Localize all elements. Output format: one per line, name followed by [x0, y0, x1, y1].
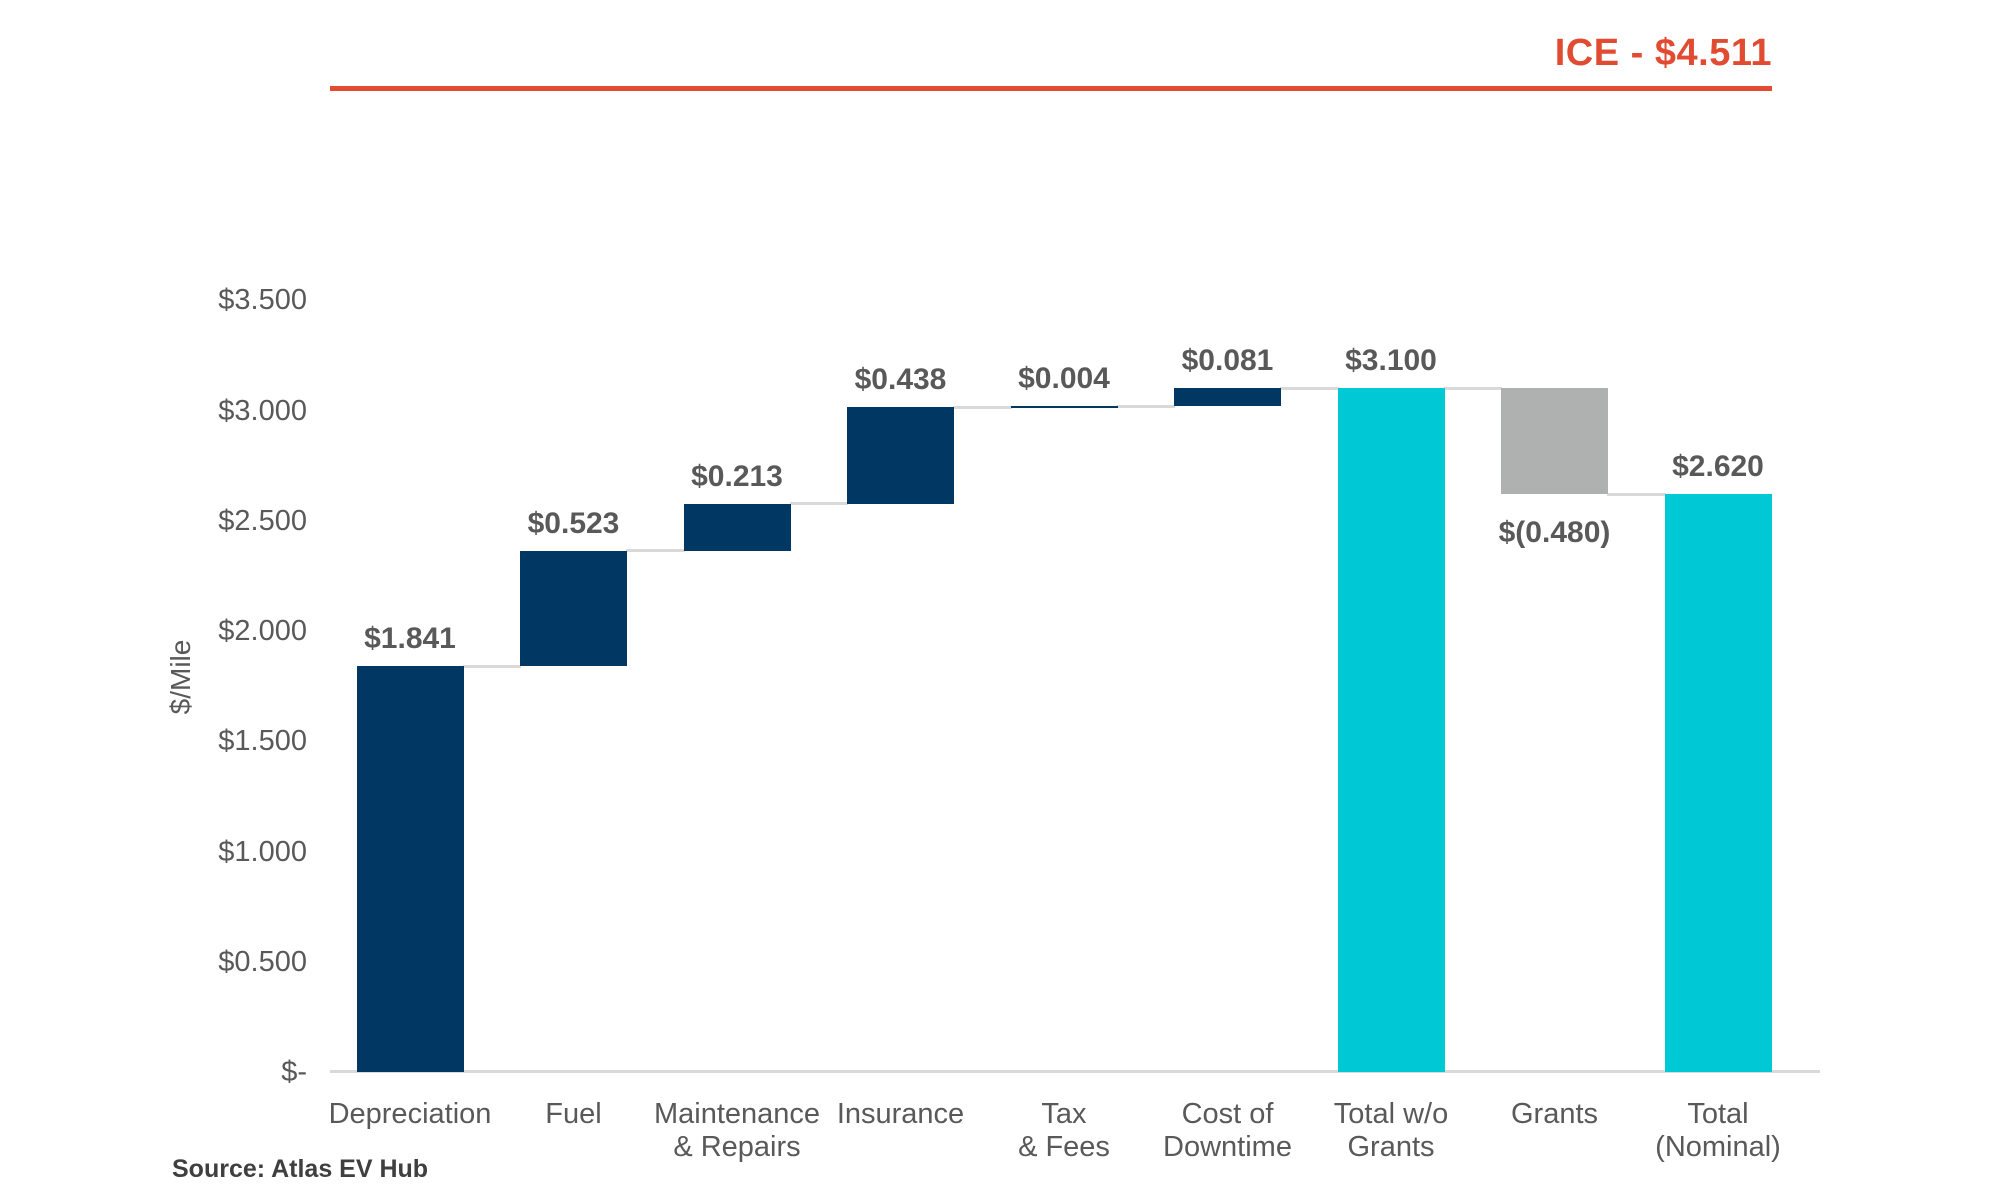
connector-5	[1280, 386, 1339, 390]
category-label-line: Maintenance	[653, 1098, 821, 1130]
bar-cost-of-downtime	[1174, 388, 1281, 407]
bar-tax-fees	[1010, 406, 1118, 409]
value-label-total-nominal: $2.620	[1672, 450, 1764, 484]
category-label-line: Downtime	[1163, 1131, 1292, 1163]
bar-total-nominal	[1664, 494, 1772, 1072]
category-label-tax-fees: Tax & Fees	[949, 1098, 1179, 1164]
x-axis-line	[330, 1070, 1820, 1073]
y-tick-0: $3.500	[218, 284, 307, 317]
category-label-line: Cost of	[1181, 1098, 1274, 1130]
bar-maintenance-repairs	[683, 503, 791, 551]
value-label-grants: $(0.480)	[1498, 516, 1611, 550]
connector-6	[1443, 386, 1502, 390]
category-label-line: Grants	[1510, 1098, 1599, 1130]
category-label-line: Depreciation	[328, 1098, 492, 1130]
annotation-underline	[330, 86, 1772, 91]
category-label-line: (Nominal)	[1655, 1131, 1781, 1163]
connector-2	[789, 502, 848, 506]
y-tick-3: $2.000	[218, 615, 307, 647]
category-label-maintenance-repairs: Maintenance & Repairs	[622, 1098, 852, 1164]
y-tick-1: $3.000	[218, 394, 307, 427]
bar-insurance	[847, 407, 954, 504]
comparison-annotation: ICE - $4.511	[1554, 32, 1772, 74]
y-tick-2: $2.500	[218, 504, 307, 537]
category-label-line: & Repairs	[673, 1131, 801, 1163]
y-tick-5: $1.000	[218, 835, 307, 868]
value-label-tax-fees: $0.004	[1018, 362, 1110, 396]
category-label-insurance: Insurance	[786, 1098, 1016, 1131]
connector-4	[1116, 404, 1175, 408]
value-label-cost-of-downtime: $0.081	[1181, 344, 1274, 378]
value-label-insurance: $0.438	[854, 363, 947, 397]
source-note: Source: Atlas EV Hub	[172, 1155, 429, 1183]
category-label-fuel: Fuel	[459, 1098, 689, 1131]
bar-fuel	[520, 550, 627, 667]
category-label-total-nominal: Total (Nominal)	[1603, 1098, 1833, 1164]
category-label-line: Grants	[1347, 1131, 1435, 1163]
category-label-depreciation: Depreciation	[295, 1098, 525, 1131]
bar-grants	[1501, 388, 1608, 495]
category-label-line: Total	[1687, 1098, 1749, 1130]
category-label-cost-of-downtime: Cost of Downtime	[1113, 1098, 1343, 1164]
bar-depreciation	[356, 666, 464, 1072]
connector-0	[462, 664, 521, 668]
connector-1	[626, 549, 685, 553]
y-axis-title: $/Mile	[165, 639, 196, 715]
value-label-fuel: $0.523	[527, 506, 620, 540]
value-label-total-wo-grants: $3.100	[1345, 344, 1437, 378]
y-tick-6: $0.500	[218, 945, 307, 978]
category-label-total-wo-grants: Total w/o Grants	[1276, 1098, 1506, 1164]
connector-3	[953, 405, 1012, 409]
category-label-line: & Fees	[1018, 1131, 1110, 1163]
y-tick-7: $-	[281, 1056, 307, 1088]
connector-7	[1607, 492, 1666, 496]
category-label-grants: Grants	[1440, 1098, 1670, 1131]
category-label-line: Total w/o	[1333, 1098, 1449, 1130]
y-tick-4: $1.500	[218, 725, 307, 758]
value-label-maintenance-repairs: $0.213	[691, 459, 783, 493]
bar-total-wo-grants	[1337, 388, 1445, 1072]
category-label-line: Fuel	[545, 1098, 602, 1130]
value-label-depreciation: $1.841	[364, 622, 456, 656]
category-label-line: Insurance	[836, 1098, 965, 1130]
category-label-line: Tax	[1041, 1098, 1087, 1130]
